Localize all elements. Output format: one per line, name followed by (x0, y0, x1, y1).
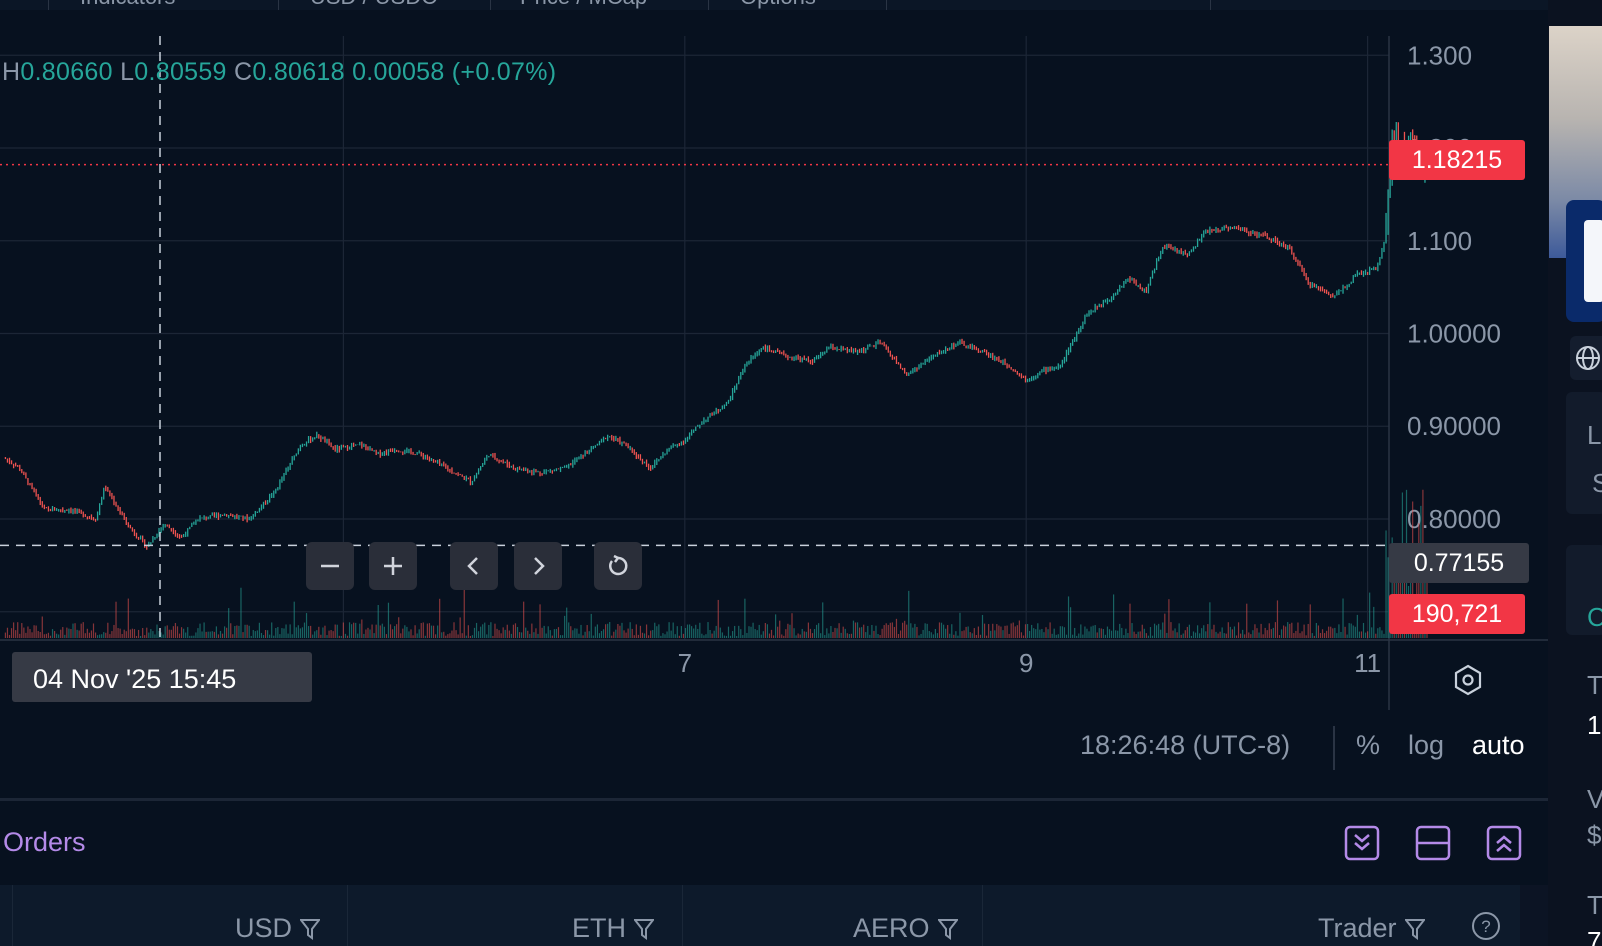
globe-icon (1576, 346, 1600, 370)
close-label: C (234, 58, 253, 86)
auto-scale-toggle[interactable]: auto (1472, 730, 1525, 760)
last-price-tag: 1.18215 (1389, 140, 1525, 180)
y-tick-label: 1.100 (1407, 226, 1472, 256)
orders-title[interactable]: Orders (3, 827, 86, 857)
reset-chart-button[interactable] (594, 542, 642, 590)
column-divider (682, 885, 683, 946)
ohlc-legend: H0.80660 L0.80559 C0.80618 0.00058 (+0.0… (2, 58, 556, 87)
y-tick-label: 0.90000 (1407, 411, 1501, 441)
reset-icon (609, 554, 628, 576)
panel-divider[interactable] (0, 798, 1548, 801)
change-value: 0.00058 (+0.07%) (352, 58, 557, 86)
crosshair-price-tag: 0.77155 (1389, 543, 1529, 583)
toolbar-divider (1210, 0, 1211, 10)
volume-tag: 190,721 (1389, 594, 1525, 634)
info-box (1566, 392, 1602, 514)
chevron-right-icon (534, 557, 545, 575)
top-toolbar: Indicators USD / USDC Price / MCap Optio… (0, 0, 1548, 10)
token-card-inner (1584, 220, 1602, 302)
close-value: 0.80618 (252, 58, 345, 86)
zoom-in-button[interactable] (369, 542, 417, 590)
chart-canvas[interactable]: 1.3001.2001.1001.000000.900000.800000.70… (0, 10, 1548, 710)
column-header-aero[interactable]: AERO (853, 913, 958, 944)
x-tick-label: 7 (678, 648, 692, 678)
toolbar-divider (886, 0, 887, 10)
panel-text: C (1587, 602, 1602, 632)
column-header-eth[interactable]: ETH (572, 913, 654, 944)
panel-text: V (1587, 784, 1602, 814)
x-tick-label: 11 (1354, 648, 1381, 678)
panel-text: $ (1587, 820, 1602, 850)
log-scale-toggle[interactable]: log (1408, 730, 1445, 760)
right-side-panel: L S C T 1 V $ T 7 (1548, 0, 1602, 946)
column-divider (982, 885, 983, 946)
panel-text: L (1587, 420, 1602, 450)
panel-text: 7 (1587, 926, 1602, 946)
svg-text:?: ? (1481, 917, 1490, 936)
panel-text: T (1587, 890, 1602, 920)
panel-text: 1 (1587, 710, 1602, 740)
column-divider (347, 885, 348, 946)
plus-icon (384, 557, 402, 575)
column-label: Trader (1318, 913, 1397, 943)
scroll-right-button[interactable] (514, 542, 562, 590)
column-label: USD (235, 913, 293, 943)
column-header-usd[interactable]: USD (235, 913, 321, 944)
high-label: H (2, 58, 21, 86)
zoom-out-button[interactable] (306, 542, 354, 590)
y-tick-label: 1.00000 (1407, 319, 1501, 349)
filter-icon[interactable] (634, 918, 654, 940)
toolbar-divider (278, 0, 279, 10)
split-panel-icon[interactable] (1415, 825, 1451, 861)
pair-toggle[interactable]: USD / USDC (310, 0, 437, 10)
chevron-left-icon (467, 557, 478, 575)
scroll-left-button[interactable] (450, 542, 498, 590)
column-divider (12, 885, 13, 946)
price-mcap-toggle[interactable]: Price / MCap (520, 0, 647, 10)
filter-icon[interactable] (300, 918, 321, 940)
low-label: L (120, 58, 135, 86)
high-value: 0.80660 (20, 58, 113, 86)
filter-icon[interactable] (1404, 918, 1425, 940)
settings-icon[interactable] (1450, 662, 1486, 698)
expand-panel-icon[interactable] (1486, 825, 1522, 861)
options-button[interactable]: Options (740, 0, 816, 10)
x-tick-label: 9 (1019, 648, 1033, 678)
column-label: AERO (853, 913, 930, 943)
percent-scale-toggle[interactable]: % (1356, 730, 1381, 760)
crosshair-date-label: 04 Nov '25 15:45 (33, 664, 236, 694)
toolbar-divider (708, 0, 709, 10)
collapse-panel-icon[interactable] (1344, 825, 1380, 861)
indicators-button[interactable]: Indicators (80, 0, 175, 10)
clock-time: 18:26:48 (UTC-8) (1080, 730, 1291, 760)
price-chart[interactable]: 1.3001.2001.1001.000000.900000.800000.70… (0, 10, 1548, 710)
column-label: ETH (572, 913, 626, 943)
minus-icon (321, 564, 339, 568)
info-box (1566, 545, 1602, 635)
panel-text: T (1587, 670, 1602, 700)
orders-table-header: USD ETH AERO Trader ? (0, 885, 1520, 946)
footer-divider (1333, 726, 1335, 770)
help-icon[interactable]: ? (1471, 911, 1501, 941)
y-tick-label: 1.300 (1407, 40, 1472, 70)
toolbar-divider (490, 0, 491, 10)
low-value: 0.80559 (134, 58, 227, 86)
panel-text: S (1592, 468, 1602, 498)
chart-footer: 18:26:48 (UTC-8) % log auto (0, 710, 1548, 798)
column-header-trader[interactable]: Trader (1318, 913, 1425, 944)
orders-panel-header: Orders (0, 801, 1548, 885)
filter-icon[interactable] (937, 918, 958, 940)
website-link[interactable] (1570, 336, 1602, 380)
crosshair-date-tag (12, 652, 312, 702)
toolbar-divider (48, 0, 49, 10)
